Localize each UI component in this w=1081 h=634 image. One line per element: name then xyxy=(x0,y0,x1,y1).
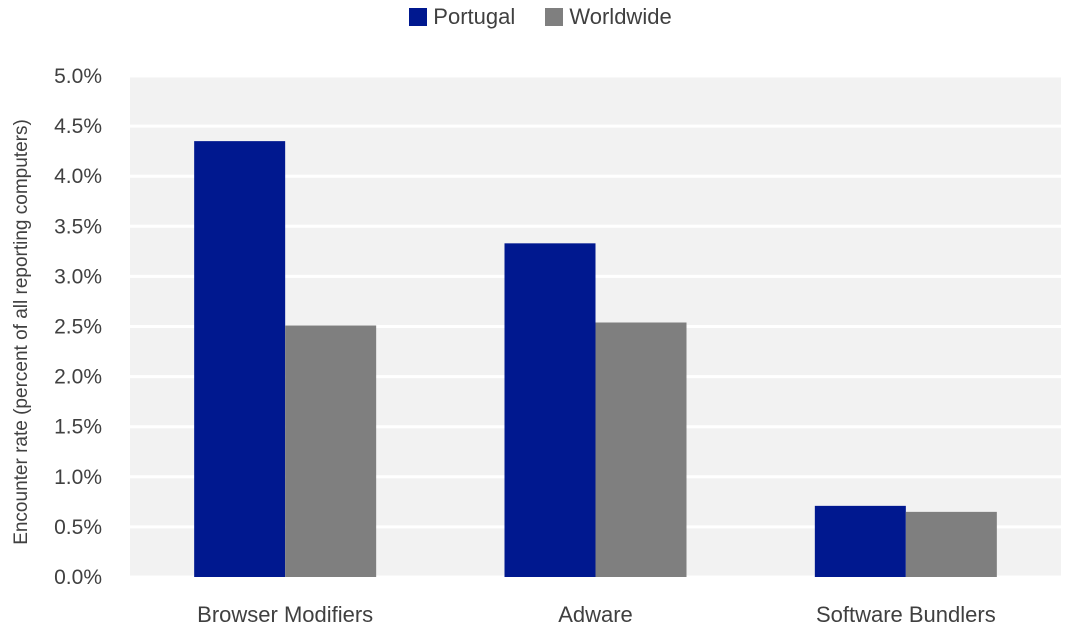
bar-portugal xyxy=(194,141,286,577)
legend-swatch-portugal xyxy=(409,8,428,26)
x-tick-label: Browser Modifiers xyxy=(197,602,373,627)
legend-item-worldwide: Worldwide xyxy=(545,4,672,30)
x-tick-label: Adware xyxy=(558,602,633,627)
bar-worldwide xyxy=(285,325,377,577)
x-tick-label: Software Bundlers xyxy=(816,602,996,627)
y-tick-label: 1.5% xyxy=(54,416,102,439)
bar-worldwide xyxy=(595,322,687,577)
bar-worldwide xyxy=(905,511,997,577)
chart-legend: Portugal Worldwide xyxy=(0,4,1081,32)
y-tick-label: 5.0% xyxy=(54,65,102,88)
y-tick-label: 3.0% xyxy=(54,265,102,288)
y-tick-label: 4.5% xyxy=(54,115,102,138)
bar-portugal xyxy=(504,243,596,578)
y-tick-label: 3.5% xyxy=(54,215,102,238)
y-tick-label: 2.0% xyxy=(54,366,102,389)
legend-label-worldwide: Worldwide xyxy=(569,4,672,29)
bar-portugal xyxy=(814,505,906,577)
y-tick-label: 0.0% xyxy=(54,566,102,589)
y-tick-label: 1.0% xyxy=(54,466,102,489)
y-tick-label: 0.5% xyxy=(54,516,102,539)
y-tick-label: 4.0% xyxy=(54,165,102,188)
legend-item-portugal: Portugal xyxy=(409,4,515,30)
legend-swatch-worldwide xyxy=(545,8,564,26)
legend-label-portugal: Portugal xyxy=(433,4,516,29)
y-tick-label: 2.5% xyxy=(54,316,102,339)
